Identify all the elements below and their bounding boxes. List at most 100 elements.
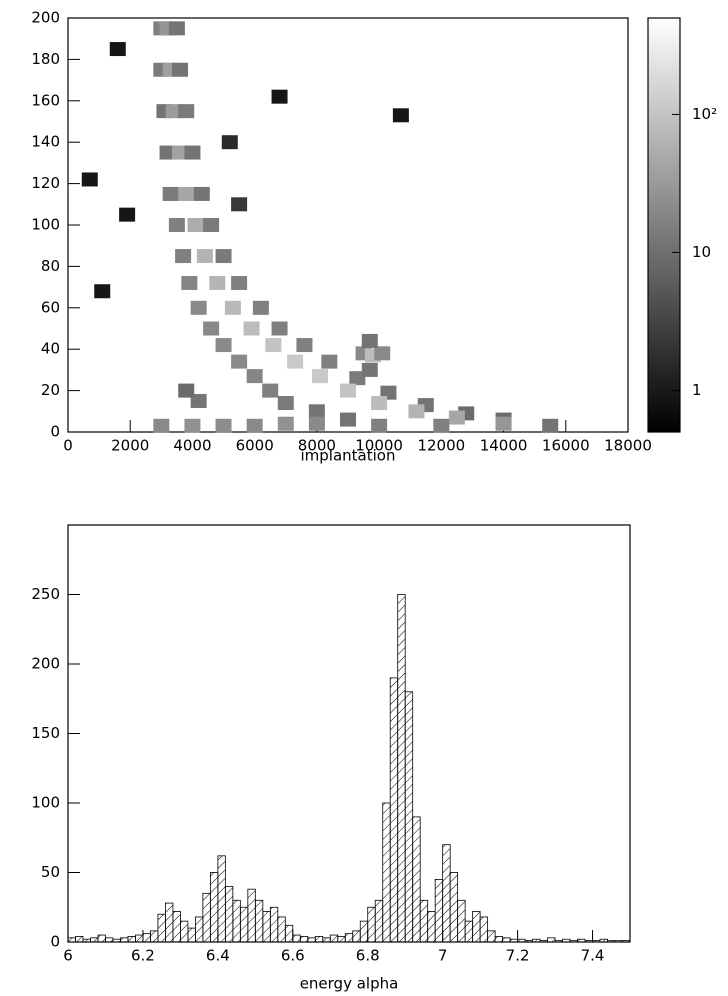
histogram-bar xyxy=(329,934,339,943)
density-cell xyxy=(246,418,263,433)
density-cell xyxy=(168,218,185,232)
y-tick-label: 120 xyxy=(31,174,60,192)
density-cell xyxy=(215,338,232,353)
density-cell xyxy=(296,338,313,353)
histogram-bar xyxy=(224,886,234,943)
x-tick-label: 7.4 xyxy=(581,947,605,965)
histogram-bar xyxy=(269,906,279,943)
histogram-bar xyxy=(239,906,249,943)
density-cell xyxy=(172,145,188,160)
x-tick-label: 4000 xyxy=(173,437,211,455)
density-cell xyxy=(392,108,409,123)
density-cell xyxy=(184,418,201,433)
histogram-bar xyxy=(202,892,211,943)
density-cell xyxy=(243,321,260,336)
y-tick-label: 140 xyxy=(31,133,60,151)
density-cell xyxy=(271,321,288,336)
histogram-bar xyxy=(127,936,136,943)
histogram-bar xyxy=(247,888,256,943)
histogram-bar xyxy=(532,938,541,943)
density-cell xyxy=(215,249,232,264)
density-cell xyxy=(221,135,238,150)
histogram-bar xyxy=(157,913,166,943)
density-cell xyxy=(181,275,198,290)
density-cell xyxy=(196,249,213,264)
histogram-bar xyxy=(277,916,286,943)
histogram-bar xyxy=(232,899,241,943)
density-cell xyxy=(178,383,195,398)
density-cell xyxy=(340,412,356,427)
y-tick-label: 100 xyxy=(31,794,60,812)
density-cell xyxy=(175,249,192,264)
histogram-bar xyxy=(142,933,151,943)
y-tick-label: 150 xyxy=(31,724,60,742)
y-tick-label: 160 xyxy=(31,91,60,109)
histogram-bar xyxy=(569,940,578,943)
histogram-bar xyxy=(314,936,324,943)
x-tick-label: 7 xyxy=(438,947,448,965)
x-tick-label: 6.4 xyxy=(206,947,230,965)
density-cell xyxy=(178,186,195,201)
histogram-bar xyxy=(592,940,601,943)
histogram-bar xyxy=(539,940,548,943)
x-tick-label: 6.2 xyxy=(131,947,155,965)
y-tick-label: 60 xyxy=(41,298,60,316)
density-cell xyxy=(187,218,204,232)
histogram-bar xyxy=(112,938,121,943)
histogram-bar xyxy=(374,899,384,943)
histogram-bar xyxy=(397,594,406,943)
histogram-bar xyxy=(389,677,399,943)
x-tick-label: 18000 xyxy=(604,437,652,455)
density-cell xyxy=(321,354,338,369)
histogram-bar xyxy=(75,936,84,943)
density-cell xyxy=(172,62,188,77)
y-tick-label: 50 xyxy=(41,863,60,881)
density-cell xyxy=(287,354,304,369)
density-cell xyxy=(159,145,176,160)
density-cell xyxy=(81,172,98,187)
histogram-bar xyxy=(487,930,496,943)
x-tick-label: 12000 xyxy=(417,437,465,455)
y-tick-label: 180 xyxy=(31,50,60,68)
histogram-bar xyxy=(382,802,391,943)
density-cell xyxy=(340,383,356,398)
histogram-bar xyxy=(509,938,518,943)
histogram-bar xyxy=(254,899,264,943)
x-tick-label: 14000 xyxy=(480,437,528,455)
histogram-bar xyxy=(427,911,436,943)
histogram-bar xyxy=(524,940,533,943)
histogram-bar xyxy=(472,911,481,943)
density-cell xyxy=(271,89,288,104)
histogram-bar xyxy=(434,879,444,943)
histogram-bar xyxy=(209,872,219,943)
density-cell xyxy=(308,416,325,431)
density-cell xyxy=(448,410,465,425)
density-cell xyxy=(361,362,378,377)
density-cell xyxy=(433,418,450,433)
density-cell xyxy=(371,418,388,433)
histogram-bar xyxy=(449,872,459,943)
density-cell xyxy=(119,207,136,222)
x-tick-label: 6.6 xyxy=(281,947,305,965)
histogram-bar xyxy=(194,916,204,943)
y-tick-label: 0 xyxy=(50,423,60,441)
density-cell xyxy=(224,300,241,315)
colorbar-tick-label: 10² xyxy=(692,105,717,123)
histogram-bar xyxy=(367,906,376,943)
histogram-bar xyxy=(412,816,421,943)
density-cell xyxy=(246,369,263,384)
density-cell xyxy=(203,321,220,336)
density-cell xyxy=(495,416,512,431)
histogram-bar xyxy=(105,937,114,943)
histogram-bar xyxy=(172,911,181,943)
histogram-bar xyxy=(442,844,451,943)
histogram-bar xyxy=(187,927,196,943)
y-tick-label: 80 xyxy=(41,257,60,275)
histogram-bar xyxy=(82,938,91,943)
y-tick-label: 0 xyxy=(50,933,60,951)
density-cell xyxy=(168,21,185,36)
density-cell xyxy=(193,186,210,201)
density-cell xyxy=(542,418,559,433)
histogram-bar xyxy=(337,936,346,943)
